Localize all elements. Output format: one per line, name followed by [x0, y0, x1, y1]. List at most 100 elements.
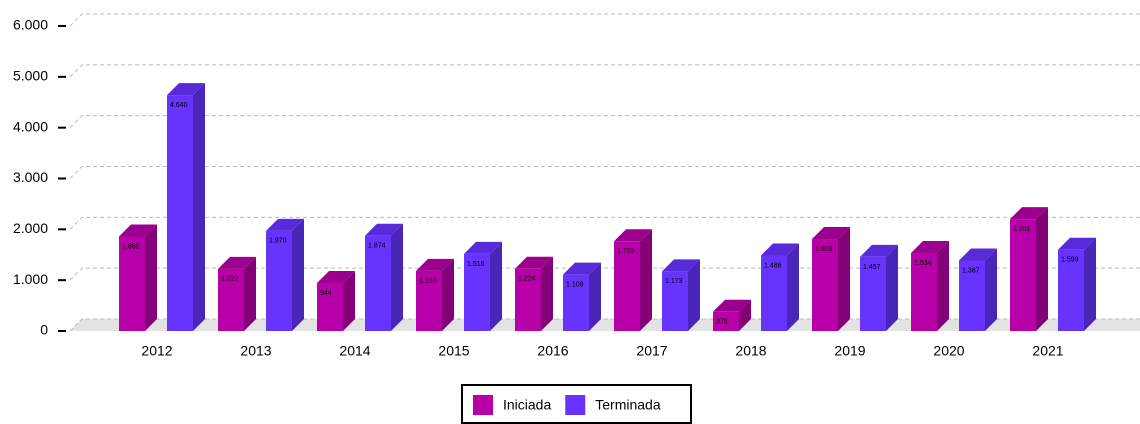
grid-line: [69, 64, 1140, 78]
bar-top: [167, 83, 205, 96]
x-tick-label: 2012: [141, 343, 172, 359]
bar-side: [1084, 237, 1096, 331]
value-label: 1.183: [419, 278, 437, 285]
bar-side: [541, 256, 553, 331]
bar: [713, 311, 739, 331]
y-tick-label: 1.000: [13, 271, 48, 287]
bar-top: [614, 229, 652, 242]
bar-side: [343, 271, 355, 331]
bar-top: [761, 243, 799, 256]
y-tick-label: 5.000: [13, 68, 48, 84]
bar: [119, 236, 145, 331]
bar-side: [937, 241, 949, 331]
bar-side: [886, 244, 898, 331]
bar-top: [911, 241, 949, 254]
y-tick-label: 6.000: [13, 17, 48, 33]
bar-side: [292, 218, 304, 331]
value-label: 1.970: [269, 238, 287, 245]
bar: [1010, 219, 1036, 331]
bar-side: [193, 83, 205, 331]
value-label: 944: [320, 290, 332, 297]
bar-top: [662, 259, 700, 272]
y-tick-label: 3.000: [13, 169, 48, 185]
legend-swatch: [473, 395, 493, 415]
bar: [167, 95, 193, 331]
bar-top: [515, 256, 553, 269]
legend-label: Iniciada: [503, 397, 551, 413]
value-label: 1.874: [368, 243, 386, 250]
value-label: 4.640: [170, 102, 188, 109]
bar-side: [838, 227, 850, 331]
bar-top: [416, 258, 454, 271]
bar: [563, 274, 589, 331]
bar: [365, 235, 391, 331]
bar-side: [145, 224, 157, 331]
x-tick-label: 2020: [933, 343, 964, 359]
bar: [911, 253, 937, 331]
x-tick-label: 2017: [636, 343, 667, 359]
bar: [614, 241, 640, 331]
x-tick-label: 2021: [1032, 343, 1063, 359]
legend-swatch: [565, 395, 586, 415]
value-label: 1.457: [863, 264, 881, 271]
bar-side: [739, 299, 751, 331]
y-tick-label: 0: [40, 322, 48, 338]
bar: [266, 230, 292, 331]
value-label: 1.486: [764, 262, 782, 269]
bar: [218, 268, 244, 331]
bar: [812, 239, 838, 331]
x-tick-label: 2015: [438, 343, 469, 359]
value-label: 1.109: [566, 281, 584, 288]
bar: [761, 255, 787, 331]
value-label: 1.599: [1061, 257, 1079, 264]
bar: [1058, 249, 1084, 331]
bar-side: [640, 229, 652, 331]
x-tick-label: 2018: [735, 343, 766, 359]
bar: [662, 271, 688, 331]
grid-line: [69, 115, 1140, 129]
bar-top: [812, 227, 850, 240]
bar-side: [985, 248, 997, 331]
bar-side: [391, 223, 403, 331]
value-label: 1.516: [467, 261, 485, 268]
bar-side: [490, 241, 502, 331]
bar-side: [244, 256, 256, 331]
bar-side: [787, 243, 799, 331]
bar-side: [589, 262, 601, 331]
grid-line: [69, 13, 1140, 27]
value-label: 1.765: [617, 248, 635, 255]
bar: [317, 283, 343, 331]
bar-top: [959, 248, 997, 261]
bar-side: [688, 259, 700, 331]
y-tick-label: 2.000: [13, 220, 48, 236]
grid-line: [69, 216, 1140, 230]
bar: [860, 256, 886, 331]
bar: [464, 253, 490, 331]
x-tick-label: 2016: [537, 343, 568, 359]
bar-side: [442, 258, 454, 331]
value-label: 1.860: [122, 243, 140, 250]
bar-top: [464, 241, 502, 254]
value-label: 2.201: [1013, 226, 1031, 233]
value-label: 1.387: [962, 267, 980, 274]
bar: [416, 270, 442, 331]
x-tick-label: 2019: [834, 343, 865, 359]
value-label: 378: [716, 319, 728, 326]
value-label: 1.224: [518, 276, 536, 283]
bar-top: [713, 299, 751, 312]
legend-label: Terminada: [595, 397, 661, 413]
bar-top: [860, 244, 898, 257]
bar-top: [119, 224, 157, 237]
bar-top: [1058, 237, 1096, 250]
bar-top: [266, 218, 304, 231]
x-tick-label: 2014: [339, 343, 370, 359]
value-label: 1.809: [815, 246, 833, 253]
bar: [515, 268, 541, 331]
value-label: 1.173: [665, 278, 683, 285]
bar-top: [218, 256, 256, 269]
bar: [959, 260, 985, 331]
bar-top: [563, 262, 601, 275]
value-label: 1.534: [914, 260, 932, 267]
value-label: 1.222: [221, 276, 239, 283]
